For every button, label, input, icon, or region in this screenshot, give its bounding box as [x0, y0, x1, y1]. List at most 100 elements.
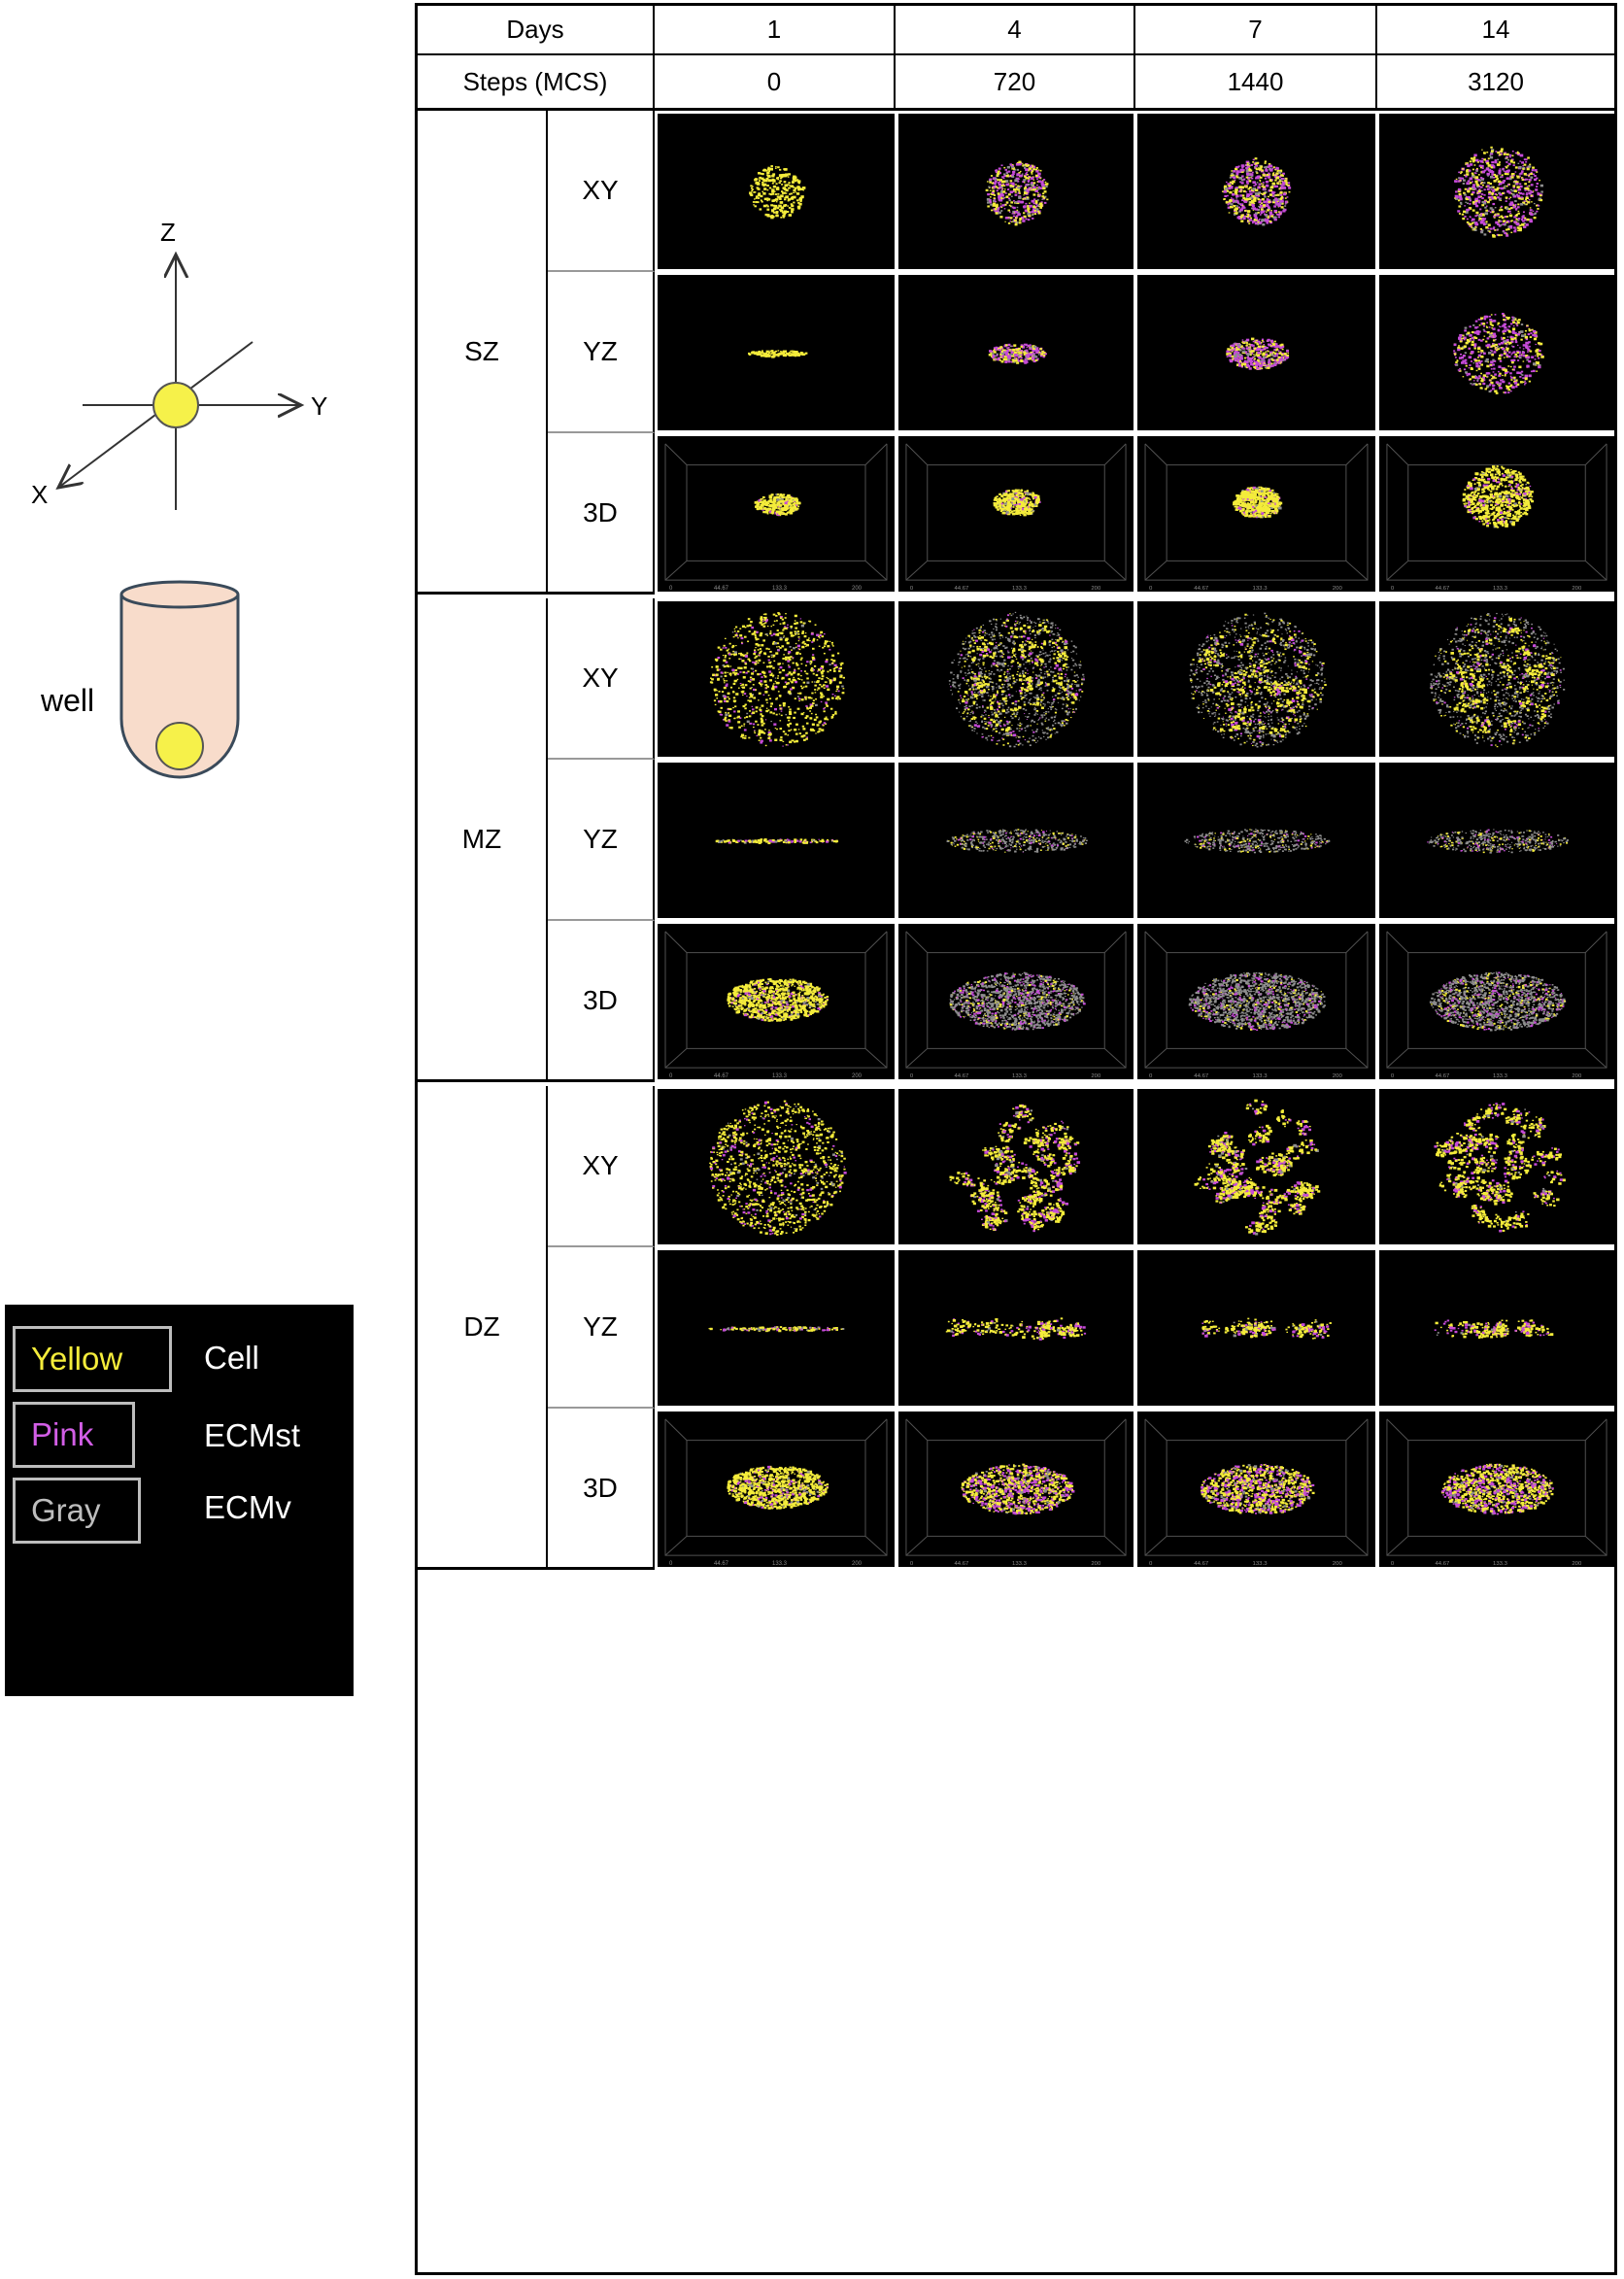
header-day-14: 14 — [1377, 6, 1614, 53]
panel-sz-3d-day-4: 0 44.67 133.3 200 — [898, 436, 1133, 592]
panel-dz-xy-day-14 — [1379, 1089, 1614, 1244]
view-label-mz-3d: 3D — [548, 921, 655, 1082]
view-label-dz-3d: 3D — [548, 1409, 655, 1570]
axis-tick-label: 0 — [1391, 1073, 1395, 1079]
axis-tick-label: 133.3 — [1012, 586, 1028, 592]
simulation-results-table: Days 1 4 7 14 Steps (MCS) 0 720 1440 312… — [415, 3, 1617, 2275]
axis-tick-label: 0 — [669, 1561, 673, 1567]
header-day-1: 1 — [655, 6, 896, 53]
header-step-720: 720 — [896, 55, 1135, 108]
view-label-mz-yz: YZ — [548, 760, 655, 921]
axis-tick-label: 133.3 — [1493, 1561, 1508, 1567]
axis-tick-label: 200 — [852, 586, 863, 592]
legend-swatch-yellow: Yellow — [13, 1326, 172, 1392]
axis-tick-label: 0 — [910, 1073, 914, 1079]
panel-dz-xy-day-1 — [658, 1089, 895, 1244]
well-tube — [119, 595, 240, 779]
panel-mz-xy-day-14 — [1379, 601, 1614, 757]
x-axis-label: X — [31, 480, 48, 509]
axis-tick-label: 44.67 — [1436, 1561, 1450, 1567]
axis-tick-label: 200 — [852, 1073, 863, 1079]
axis-tick-label: 133.3 — [772, 1561, 788, 1567]
panel-mz-3d-day-4: 0 44.67 133.3 200 — [898, 924, 1133, 1079]
panel-sz-xy-day-14 — [1379, 114, 1614, 269]
header-row-steps: Steps (MCS) 0 720 1440 3120 — [418, 55, 1614, 111]
view-label-mz-xy: XY — [548, 598, 655, 760]
axis-tick-label: 44.67 — [955, 1561, 969, 1567]
axis-tick-label: 44.67 — [714, 586, 729, 592]
view-label-dz-xy: XY — [548, 1086, 655, 1247]
panel-sz-yz-day-1 — [658, 275, 895, 430]
panel-mz-3d-day-14: 0 44.67 133.3 200 — [1379, 924, 1614, 1079]
axis-tick-label: 0 — [669, 586, 673, 592]
panel-sz-3d-day-7: 0 44.67 133.3 200 — [1137, 436, 1375, 592]
panel-mz-yz-day-14 — [1379, 763, 1614, 918]
panel-dz-yz-day-7 — [1137, 1250, 1375, 1406]
panel-sz-xy-day-4 — [898, 114, 1133, 269]
well-diagram: well — [40, 580, 240, 779]
panel-dz-xy-day-4 — [898, 1089, 1133, 1244]
axis-tick-label: 133.3 — [772, 586, 788, 592]
well-sphere — [155, 722, 204, 770]
panel-mz-3d-day-7: 0 44.67 133.3 200 — [1137, 924, 1375, 1079]
panel-mz-3d-day-1: 0 44.67 133.3 200 — [658, 924, 895, 1079]
axis-tick-label: 44.67 — [1436, 1073, 1450, 1079]
panel-dz-yz-day-4 — [898, 1250, 1133, 1406]
axis-tick-label: 133.3 — [1012, 1561, 1028, 1567]
axis-tick-label: 0 — [1149, 1561, 1153, 1567]
axis-tick-label: 0 — [1391, 1561, 1395, 1567]
axis-tick-label: 133.3 — [1252, 1561, 1268, 1567]
axis-tick-label: 44.67 — [1436, 586, 1450, 592]
panel-dz-3d-day-1: 0 44.67 133.3 200 — [658, 1412, 895, 1567]
legend-label-ecmv: ECMv — [204, 1489, 291, 1526]
axis-tick-label: 200 — [1333, 1561, 1343, 1567]
axis-tick-label: 133.3 — [1252, 586, 1268, 592]
panel-mz-yz-day-7 — [1137, 763, 1375, 918]
header-steps-label: Steps (MCS) — [418, 55, 655, 108]
axis-tick-label: 0 — [1149, 1073, 1153, 1079]
axis-tick-label: 0 — [1149, 586, 1153, 592]
axis-tick-label: 200 — [1091, 1561, 1101, 1567]
view-label-sz-3d: 3D — [548, 433, 655, 595]
header-days-label: Days — [418, 6, 655, 53]
panel-sz-3d-day-14: 0 44.67 133.3 200 — [1379, 436, 1614, 592]
color-legend: Yellow Cell Pink ECMst Gray ECMv — [5, 1305, 354, 1696]
legend-label-cell: Cell — [204, 1340, 259, 1377]
header-day-4: 4 — [896, 6, 1135, 53]
axis-tick-label: 133.3 — [1493, 586, 1508, 592]
view-label-sz-yz: YZ — [548, 272, 655, 433]
z-axis-label: Z — [160, 218, 176, 247]
panel-sz-3d-day-1: 0 44.67 133.3 200 — [658, 436, 895, 592]
axis-tick-label: 133.3 — [1012, 1073, 1028, 1079]
panel-mz-xy-day-1 — [658, 601, 895, 757]
panel-mz-yz-day-4 — [898, 763, 1133, 918]
panel-mz-xy-day-4 — [898, 601, 1133, 757]
axis-tick-label: 200 — [1333, 1073, 1343, 1079]
axis-tick-label: 200 — [1333, 586, 1343, 592]
axis-tick-label: 44.67 — [955, 1073, 969, 1079]
panel-mz-yz-day-1 — [658, 763, 895, 918]
header-day-7: 7 — [1135, 6, 1377, 53]
axis-tick-label: 200 — [1091, 1073, 1101, 1079]
panel-dz-3d-day-4: 0 44.67 133.3 200 — [898, 1412, 1133, 1567]
axis-tick-label: 0 — [910, 586, 914, 592]
axis-tick-label: 44.67 — [955, 586, 969, 592]
axis-tick-label: 0 — [669, 1073, 673, 1079]
axis-tick-label: 133.3 — [1252, 1073, 1268, 1079]
panel-dz-xy-day-7 — [1137, 1089, 1375, 1244]
panel-mz-xy-day-7 — [1137, 601, 1375, 757]
axis-tick-label: 200 — [1572, 1561, 1582, 1567]
panel-dz-yz-day-1 — [658, 1250, 895, 1406]
y-axis-label: Y — [311, 391, 327, 421]
axis-tick-label: 44.67 — [1194, 1073, 1209, 1079]
legend-label-ecmst: ECMst — [204, 1417, 300, 1454]
axis-tick-label: 200 — [1572, 586, 1582, 592]
well-label: well — [40, 683, 94, 718]
axis-tick-label: 200 — [852, 1561, 863, 1567]
panel-sz-yz-day-7 — [1137, 275, 1375, 430]
axis-tick-label: 44.67 — [714, 1073, 729, 1079]
well-opening — [119, 580, 240, 609]
origin-sphere — [152, 382, 199, 428]
panel-sz-yz-day-14 — [1379, 275, 1614, 430]
view-label-dz-yz: YZ — [548, 1247, 655, 1409]
